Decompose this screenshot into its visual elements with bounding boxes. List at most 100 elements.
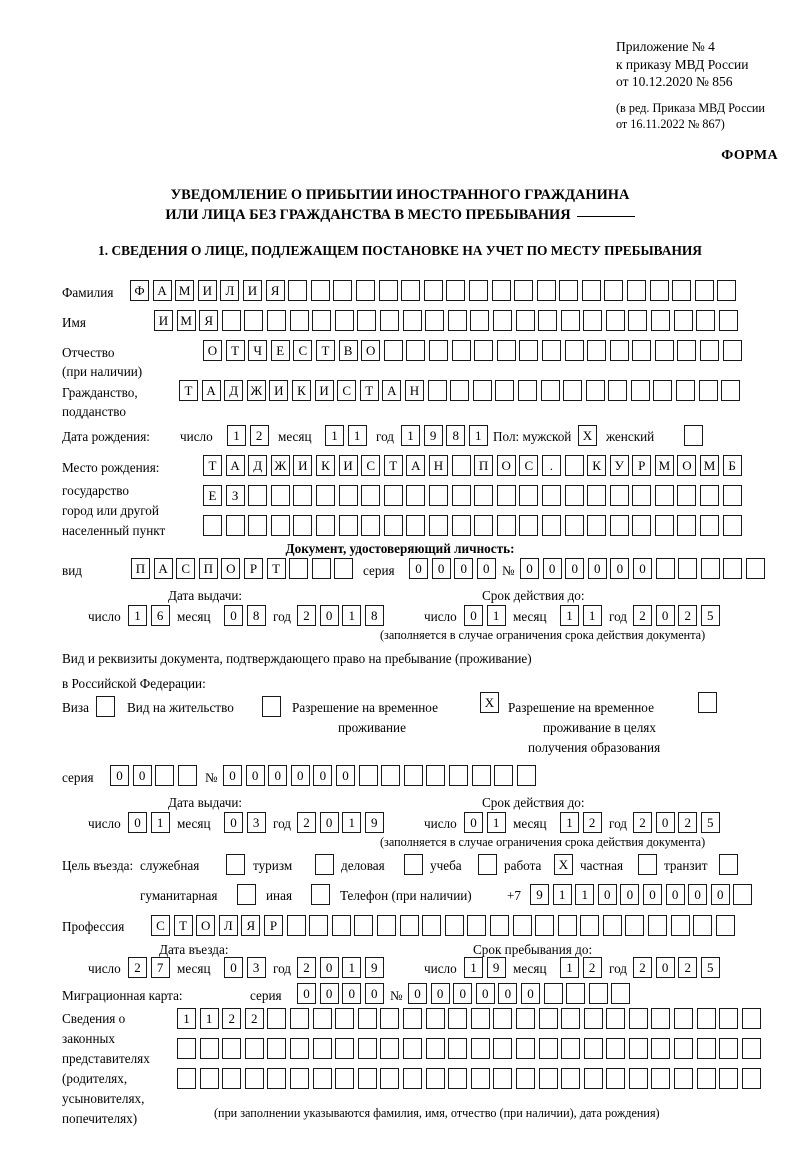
char-cell[interactable] (312, 310, 332, 331)
char-cell[interactable]: 0 (128, 812, 147, 833)
checkbox-purpose-study[interactable] (478, 854, 497, 875)
char-cell[interactable]: Т (359, 380, 379, 401)
char-cell[interactable] (719, 1068, 739, 1089)
char-cell[interactable]: Ф (130, 280, 149, 301)
field-birth-place-line-3[interactable] (203, 515, 742, 536)
char-cell[interactable] (311, 558, 331, 579)
char-cell[interactable] (270, 485, 290, 506)
char-cell[interactable] (406, 515, 426, 536)
char-cell[interactable] (315, 485, 335, 506)
char-cell[interactable]: 9 (486, 957, 506, 978)
char-cell[interactable] (538, 1008, 558, 1029)
char-cell[interactable]: Е (270, 340, 290, 361)
char-cell[interactable] (651, 1068, 671, 1089)
checkbox-residence-permit[interactable] (262, 696, 281, 717)
char-cell[interactable]: 9 (530, 884, 549, 905)
char-cell[interactable]: О (361, 340, 381, 361)
char-cell[interactable] (493, 1008, 513, 1029)
char-cell[interactable] (199, 1038, 219, 1059)
char-cell[interactable] (450, 380, 470, 401)
char-cell[interactable] (496, 485, 516, 506)
char-cell[interactable]: 2 (128, 957, 147, 978)
char-cell[interactable] (515, 310, 535, 331)
char-cell[interactable] (670, 915, 690, 936)
char-cell[interactable] (402, 1038, 422, 1059)
char-cell[interactable]: А (406, 455, 426, 476)
char-cell[interactable] (715, 915, 735, 936)
char-cell[interactable] (561, 1068, 581, 1089)
char-cell[interactable]: М (700, 455, 720, 476)
char-cell[interactable]: 0 (313, 765, 333, 786)
char-cell[interactable] (512, 915, 532, 936)
char-cell[interactable]: 0 (475, 983, 495, 1004)
char-cell[interactable] (470, 310, 490, 331)
char-cell[interactable] (566, 983, 586, 1004)
char-cell[interactable] (611, 983, 631, 1004)
char-cell[interactable] (380, 1068, 400, 1089)
char-cell[interactable] (244, 1068, 264, 1089)
char-cell[interactable]: И (338, 455, 358, 476)
char-cell[interactable] (517, 380, 537, 401)
char-cell[interactable] (334, 310, 354, 331)
char-cell[interactable] (538, 310, 558, 331)
char-cell[interactable] (519, 340, 539, 361)
char-cell[interactable] (674, 1068, 694, 1089)
char-cell[interactable] (428, 485, 448, 506)
char-cell[interactable]: 1 (560, 812, 579, 833)
char-cell[interactable] (541, 340, 561, 361)
char-cell[interactable]: 1 (177, 1008, 196, 1029)
char-cell[interactable] (222, 1038, 242, 1059)
char-cell[interactable] (383, 515, 403, 536)
char-cell[interactable] (536, 280, 556, 301)
char-cell[interactable] (677, 515, 697, 536)
char-cell[interactable]: 8 (364, 605, 384, 626)
char-cell[interactable] (721, 380, 741, 401)
char-cell[interactable] (309, 915, 329, 936)
char-cell[interactable]: 0 (597, 884, 617, 905)
char-cell[interactable] (564, 515, 584, 536)
char-cell[interactable]: 0 (245, 765, 265, 786)
char-cell[interactable] (583, 1068, 603, 1089)
char-cell[interactable]: У (609, 455, 629, 476)
char-cell[interactable] (700, 515, 720, 536)
char-cell[interactable]: Р (632, 455, 652, 476)
char-cell[interactable] (583, 1038, 603, 1059)
char-cell[interactable]: 1 (552, 884, 572, 905)
char-cell[interactable] (471, 765, 491, 786)
char-cell[interactable]: Н (428, 455, 448, 476)
char-cell[interactable] (427, 380, 447, 401)
char-cell[interactable] (401, 280, 421, 301)
char-cell[interactable]: 1 (464, 957, 483, 978)
char-cell[interactable] (428, 340, 448, 361)
checkbox-purpose-work[interactable]: X (554, 854, 573, 875)
char-cell[interactable] (723, 558, 743, 579)
char-cell[interactable] (581, 280, 601, 301)
char-cell[interactable]: С (337, 380, 357, 401)
char-cell[interactable] (267, 1038, 287, 1059)
char-cell[interactable] (515, 1008, 535, 1029)
char-cell[interactable] (700, 485, 720, 506)
char-cell[interactable]: М (176, 310, 196, 331)
char-cell[interactable]: 0 (342, 983, 362, 1004)
char-cell[interactable] (474, 340, 494, 361)
checkbox-sex-female[interactable] (684, 425, 703, 446)
char-cell[interactable] (333, 280, 353, 301)
char-cell[interactable] (177, 765, 197, 786)
checkbox-visa[interactable] (96, 696, 115, 717)
char-cell[interactable] (609, 340, 629, 361)
char-cell[interactable] (654, 485, 674, 506)
char-cell[interactable] (560, 310, 580, 331)
char-cell[interactable] (700, 558, 720, 579)
char-cell[interactable]: 0 (587, 558, 607, 579)
char-cell[interactable] (561, 1008, 581, 1029)
